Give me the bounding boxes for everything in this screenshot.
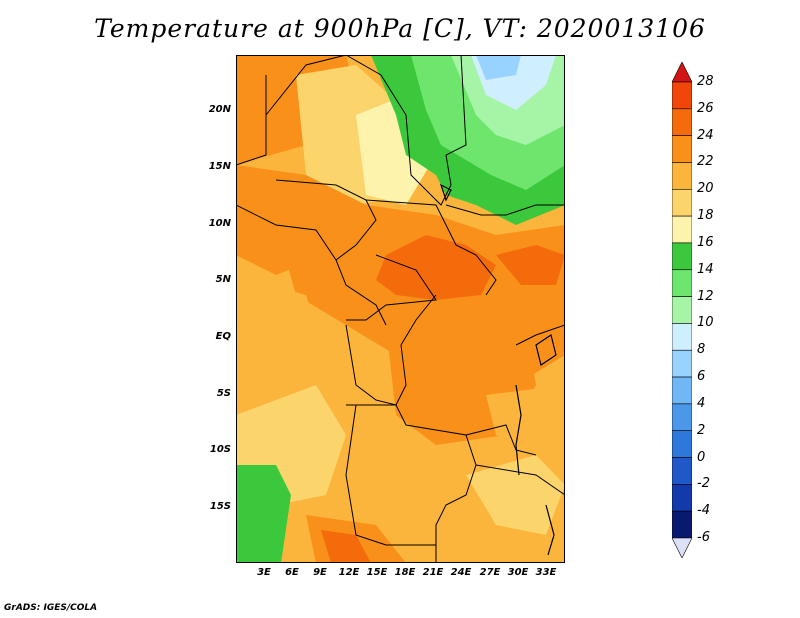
colorbar-bottom-arrow [672,537,692,558]
lake-outlines [439,183,557,556]
lon-label: 24E [450,567,472,578]
colorbar-band [672,188,692,217]
colorbar-label: 26 [697,100,714,116]
lon-label: 9E [313,567,327,578]
colorbar-band [672,296,692,324]
colorbar-label: 14 [697,261,714,277]
colorbar-label: 16 [697,234,714,250]
lon-label: 12E [338,567,360,578]
lat-label: 10N [208,218,231,229]
colorbar-band [672,269,692,297]
region-south-green [236,465,291,563]
colorbar-label: -4 [697,503,710,519]
colorbar-band [672,457,692,485]
lon-label: 33E [535,567,557,578]
lon-label: 18E [394,567,416,578]
colorbar-label: 22 [697,154,714,170]
grads-credit: GrADS: IGES/COLA [4,603,98,613]
lat-label: 15N [208,161,231,172]
lon-label: 6E [285,567,299,578]
region-hot-core [376,235,496,300]
lat-label: 15S [209,501,231,512]
colorbar-band [672,349,692,378]
region-south-east-light [466,455,565,535]
colorbar-label: 24 [697,127,714,143]
colorbar-band [672,484,692,512]
colorbar-label: 18 [697,208,714,224]
region-south-hot [321,530,371,563]
lat-label: 5S [216,388,231,399]
colorbar-label: 20 [697,181,714,197]
map-frame [236,55,565,563]
lon-label: 27E [479,567,501,578]
colorbar-band [672,242,692,271]
lon-label: 15E [366,567,388,578]
colorbar-band [672,430,692,458]
colorbar-band [672,403,692,432]
colorbar-band [672,323,692,351]
region-south-east-orange [486,385,565,455]
temperature-map [236,55,565,563]
colorbar-label: 8 [697,342,706,358]
region-cool-blue [476,55,521,80]
colorbar-band [672,510,692,539]
colorbar-band [672,108,692,136]
colorbar-label: 0 [697,449,706,465]
colorbar-label: -6 [697,530,710,545]
lon-label: 21E [422,567,444,578]
colorbar-label: 10 [697,315,714,331]
colorbar-label: -2 [697,476,710,492]
lat-label: 5N [215,274,231,285]
colorbar [672,62,692,558]
colorbar-label: 28 [697,74,714,89]
colorbar-band [672,81,692,110]
region-hot-east [496,245,565,285]
colorbar-label: 12 [697,288,714,304]
lon-label: 3E [257,567,271,578]
colorbar-label: 6 [697,369,706,385]
colorbar-band [672,162,692,190]
lat-label: 20N [208,104,231,115]
chart-title: Temperature at 900hPa [C], VT: 202001310… [94,14,706,43]
colorbar-band [672,215,692,244]
colorbar-top-arrow [672,62,692,83]
colorbar-band [672,135,692,163]
lon-label: 30E [507,567,529,578]
lat-label: 10S [209,444,231,455]
colorbar-band [672,376,692,405]
country-borders [236,55,565,563]
colorbar-label: 2 [697,422,706,438]
lat-label: EQ [215,331,231,342]
colorbar-label: 4 [697,395,706,411]
